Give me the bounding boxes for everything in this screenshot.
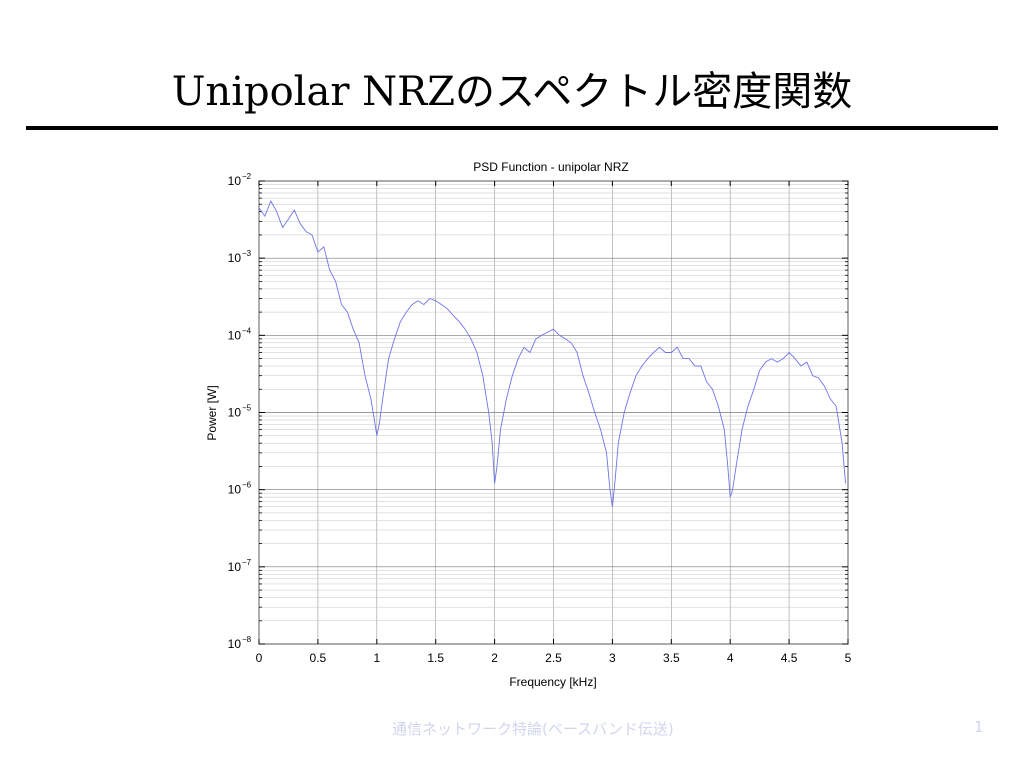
y-tick-exponent: −4 [242, 326, 252, 335]
x-tick-label: 4 [727, 651, 734, 665]
x-tick-label: 2 [491, 651, 498, 665]
x-tick-label: 3.5 [663, 651, 680, 665]
y-tick-label: 10 [228, 560, 242, 574]
y-tick-labels: 10−210−310−410−510−610−710−8 [228, 172, 252, 651]
chart-title: PSD Function - unipolar NRZ [473, 160, 628, 174]
y-tick-exponent: −5 [242, 404, 252, 413]
y-tick-label: 10 [228, 406, 242, 420]
footer-text: 通信ネットワーク特論(ベースバンド伝送) [392, 720, 674, 738]
grid [258, 180, 849, 645]
y-tick-exponent: −7 [242, 558, 252, 567]
y-tick-exponent: −6 [242, 481, 252, 490]
y-tick-label: 10 [228, 174, 242, 188]
axis-ticks [258, 180, 849, 645]
x-tick-labels: 0 0.5 1 1.5 2 2.5 3 3.5 4 4.5 5 [256, 651, 852, 665]
y-tick-label: 10 [228, 328, 242, 342]
slide-number: 1 [974, 718, 984, 736]
x-tick-label: 1.5 [427, 651, 444, 665]
y-tick-label: 10 [228, 483, 242, 497]
y-tick-exponent: −8 [242, 635, 252, 644]
y-tick-label: 10 [228, 251, 242, 265]
y-tick-label: 10 [228, 637, 242, 651]
x-tick-label: 0.5 [310, 651, 327, 665]
y-tick-exponent: −3 [242, 249, 252, 258]
x-tick-label: 5 [845, 651, 852, 665]
x-tick-label: 4.5 [781, 651, 798, 665]
x-tick-label: 3 [609, 651, 616, 665]
title-divider [26, 126, 998, 130]
x-tick-label: 2.5 [545, 651, 562, 665]
series-line-psd [258, 199, 847, 507]
x-axis-label: Frequency [kHz] [509, 675, 596, 689]
x-tick-label: 0 [256, 651, 263, 665]
x-tick-label: 1 [373, 651, 380, 665]
slide-title: Unipolar NRZのスペクトル密度関数 [171, 69, 853, 115]
y-tick-exponent: −2 [242, 172, 252, 181]
y-axis-label: Power [W] [205, 385, 219, 440]
